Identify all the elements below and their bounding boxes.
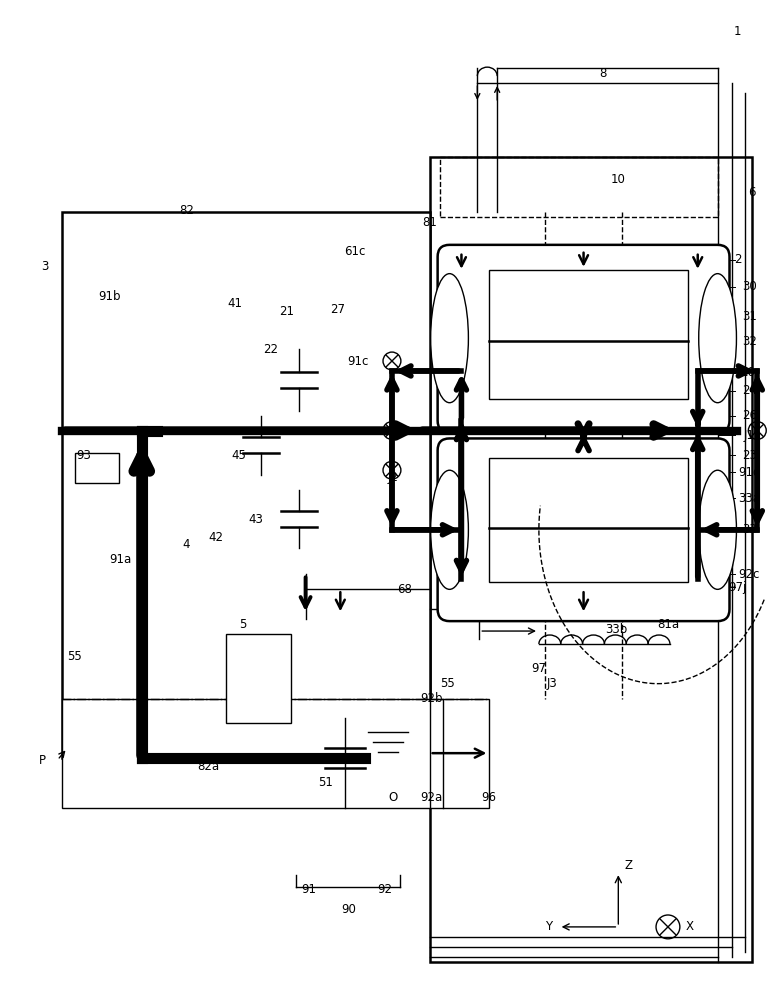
Text: 1: 1: [734, 25, 741, 38]
Ellipse shape: [699, 470, 736, 589]
Text: P: P: [39, 754, 46, 767]
Text: J1: J1: [744, 429, 755, 442]
Text: J2: J2: [388, 471, 399, 484]
Text: 96: 96: [482, 791, 497, 804]
Text: 32: 32: [742, 335, 757, 348]
Text: 2: 2: [734, 253, 741, 266]
Text: 8: 8: [600, 67, 607, 80]
Text: 4: 4: [183, 538, 190, 551]
Text: 31: 31: [742, 310, 757, 323]
Text: 30: 30: [742, 280, 756, 293]
Text: 10: 10: [611, 173, 626, 186]
Ellipse shape: [431, 470, 469, 589]
Text: 91b: 91b: [99, 290, 121, 303]
Text: 92: 92: [378, 883, 392, 896]
Text: 41: 41: [227, 297, 243, 310]
Text: 91d: 91d: [738, 466, 761, 479]
Text: X: X: [685, 920, 694, 933]
Ellipse shape: [699, 274, 736, 403]
Bar: [490, 458, 688, 582]
Text: 33b: 33b: [605, 623, 628, 636]
Text: Z: Z: [625, 859, 632, 872]
Text: O: O: [389, 791, 398, 804]
Text: 91: 91: [301, 883, 316, 896]
Text: 33a: 33a: [739, 492, 760, 505]
Text: 23: 23: [742, 449, 757, 462]
Text: 33: 33: [742, 523, 756, 536]
Text: 3: 3: [41, 260, 48, 273]
Text: 68: 68: [397, 583, 412, 596]
Bar: [76, 453, 119, 483]
Text: 55: 55: [67, 650, 82, 663]
Text: 82: 82: [179, 204, 194, 217]
Text: 45: 45: [231, 449, 247, 462]
Text: 81: 81: [423, 216, 437, 229]
FancyBboxPatch shape: [438, 245, 729, 432]
Text: 51: 51: [318, 776, 333, 789]
Text: 92a: 92a: [420, 791, 443, 804]
Bar: [490, 270, 688, 399]
Bar: [429, 157, 752, 962]
Text: 92b: 92b: [420, 692, 443, 705]
Text: 82a: 82a: [197, 760, 219, 773]
Text: 97j: 97j: [729, 581, 746, 594]
Text: J3: J3: [547, 677, 557, 690]
Text: 42: 42: [209, 531, 224, 544]
Text: Y: Y: [545, 920, 552, 933]
Text: 24: 24: [742, 384, 757, 397]
Text: 5: 5: [239, 618, 247, 631]
Text: 61c: 61c: [345, 245, 366, 258]
Text: 55: 55: [440, 677, 455, 690]
Bar: [62, 212, 429, 758]
Text: 90: 90: [341, 903, 355, 916]
Bar: [226, 634, 291, 723]
Text: 43: 43: [248, 513, 264, 526]
Text: 93: 93: [77, 449, 92, 462]
Text: 26: 26: [742, 409, 757, 422]
Text: 21: 21: [279, 305, 295, 318]
Text: 91a: 91a: [109, 553, 131, 566]
Text: 22: 22: [264, 343, 278, 356]
Text: 92c: 92c: [739, 568, 760, 581]
FancyBboxPatch shape: [438, 438, 729, 621]
Bar: [439, 157, 718, 217]
Bar: [62, 699, 490, 808]
Ellipse shape: [431, 274, 469, 403]
Text: 97: 97: [531, 662, 547, 675]
Text: 27: 27: [330, 303, 345, 316]
Text: 6: 6: [749, 186, 756, 199]
Text: 91c: 91c: [348, 355, 369, 368]
Text: 81a: 81a: [657, 618, 679, 631]
Text: 20: 20: [740, 366, 755, 379]
